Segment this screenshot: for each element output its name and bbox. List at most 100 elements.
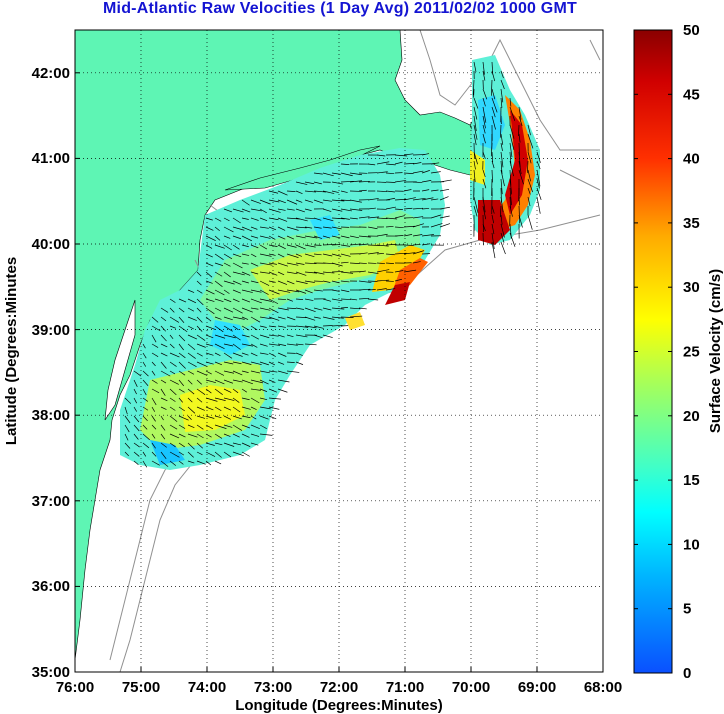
velocity-arrow [187, 397, 193, 403]
velocity-arrow [268, 199, 280, 203]
velocity-arrow [124, 397, 132, 404]
velocity-arrow [472, 79, 475, 96]
velocity-arrow [491, 232, 495, 250]
velocity-arrow [259, 343, 268, 347]
velocity-arrow [232, 325, 239, 331]
velocity-arrow [133, 415, 140, 423]
velocity-arrow [500, 196, 504, 213]
velocity-arrow [160, 325, 167, 332]
velocity-arrow [214, 361, 223, 366]
velocity-arrow [518, 205, 521, 224]
velocity-arrow [196, 370, 208, 376]
velocity-arrow [304, 271, 318, 274]
velocity-arrow [124, 415, 131, 424]
velocity-arrow [268, 271, 278, 276]
velocity-arrow [509, 97, 512, 107]
velocity-arrow [214, 352, 221, 357]
velocity-arrow [277, 316, 286, 320]
velocity-arrow [187, 442, 195, 450]
velocity-arrow [340, 172, 353, 177]
velocity-arrow [214, 280, 223, 287]
y-tick-label: 37:00 [32, 493, 70, 510]
velocity-arrow [322, 298, 332, 302]
velocity-arrow [376, 217, 388, 219]
velocity-arrow [358, 235, 371, 238]
velocity-arrow [304, 235, 318, 239]
velocity-arrow [331, 199, 345, 202]
velocity-arrow [491, 205, 495, 214]
x-tick-label: 73:00 [254, 679, 292, 696]
velocity-arrow [268, 244, 278, 247]
velocity-arrow [304, 217, 315, 219]
velocity-arrow [430, 223, 443, 228]
velocity-arrow [340, 199, 351, 201]
velocity-arrow [322, 316, 335, 320]
velocity-arrow [509, 178, 513, 195]
velocity-arrow [295, 253, 302, 257]
velocity-arrow [223, 289, 230, 294]
colorbar [633, 29, 673, 674]
velocity-arrow [491, 241, 496, 259]
velocity-arrow [268, 334, 279, 337]
velocity-arrow [160, 397, 168, 402]
x-tick-label: 70:00 [452, 679, 490, 696]
velocity-arrow [349, 298, 358, 301]
velocity-arrow [491, 106, 496, 118]
velocity-arrow [385, 190, 396, 193]
velocity-arrow [214, 433, 223, 439]
velocity-arrow [178, 424, 186, 429]
velocity-arrow [277, 361, 285, 365]
velocity-arrow [205, 271, 213, 278]
velocity-arrow [241, 325, 250, 331]
velocity-arrow [518, 169, 524, 185]
velocity-arrow [160, 379, 167, 384]
velocity-arrow [259, 424, 267, 429]
x-tick-label: 71:00 [386, 679, 424, 696]
velocity-arrow [232, 388, 239, 394]
velocity-arrow [340, 180, 354, 183]
velocity-arrow [527, 187, 531, 195]
long-island [224, 145, 381, 191]
velocity-arrow [367, 252, 379, 255]
velocity-arrow [241, 343, 254, 347]
velocity-arrow [196, 451, 203, 456]
velocity-arrow [313, 172, 323, 175]
velocity-arrow [214, 217, 222, 222]
velocity-arrow [403, 153, 414, 156]
velocity-arrow [250, 262, 259, 267]
velocity-arrow [214, 424, 227, 429]
velocity-arrow [367, 298, 379, 301]
velocity-arrow [491, 160, 495, 169]
velocity-arrow [421, 153, 430, 156]
velocity-arrow [322, 325, 333, 327]
velocity-arrow [151, 433, 156, 439]
x-tick-label: 72:00 [320, 679, 358, 696]
velocity-arrow [304, 325, 317, 329]
colorbar-ticks: 0 5 10 15 20 25 30 35 40 45 50 [634, 22, 700, 682]
velocity-arrow [133, 406, 137, 412]
velocity-arrow [232, 361, 242, 365]
velocity-arrow [313, 253, 322, 256]
velocity-arrow [340, 271, 354, 274]
velocity-arrow [518, 151, 521, 168]
velocity-arrow [295, 190, 303, 195]
velocity-arrow [439, 215, 450, 219]
velocity-arrow [439, 206, 450, 210]
velocity-arrow [214, 415, 222, 419]
velocity-arrow [142, 424, 148, 430]
velocity-arrow [232, 262, 243, 269]
velocity-arrow [151, 316, 159, 323]
velocity-arrow [169, 352, 180, 358]
velocity-arrow [250, 397, 260, 404]
velocity-arrow [142, 433, 150, 441]
velocity-arrow [205, 280, 213, 284]
velocity-arrow [232, 280, 242, 285]
velocity-arrow [509, 160, 514, 177]
velocity-arrow [178, 442, 185, 448]
velocity-arrow [376, 161, 390, 165]
velocity-arrow [331, 316, 344, 319]
velocity-arrow [340, 306, 348, 309]
velocity-arrow [142, 397, 149, 402]
velocity-arrow [124, 433, 129, 441]
velocity-arrow [223, 451, 232, 458]
